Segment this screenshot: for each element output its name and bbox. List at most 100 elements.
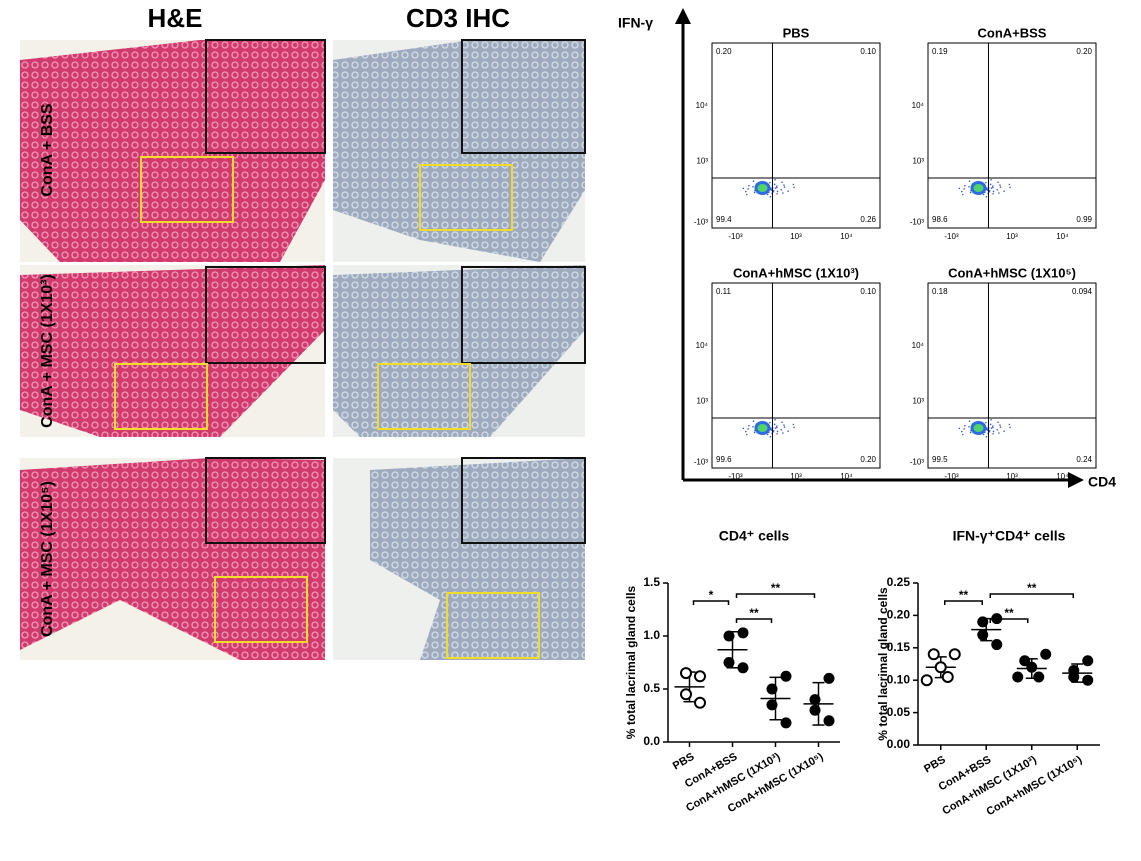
event-dot bbox=[776, 186, 778, 189]
event-dot bbox=[776, 425, 778, 427]
zoom-box bbox=[214, 576, 308, 643]
event-dot bbox=[776, 432, 778, 435]
event-dot bbox=[776, 185, 778, 187]
event-dot bbox=[999, 426, 1002, 428]
x-tick-label: -10³ bbox=[944, 472, 959, 481]
event-dot bbox=[744, 190, 747, 193]
inset bbox=[461, 457, 586, 544]
event-dot bbox=[745, 193, 748, 196]
event-dot bbox=[783, 424, 785, 426]
data-point bbox=[991, 639, 1003, 651]
event-dot bbox=[742, 427, 745, 430]
x-tick-label: 10⁴ bbox=[840, 472, 853, 481]
event-dot bbox=[792, 183, 795, 186]
event-dot bbox=[960, 190, 963, 193]
event-dot bbox=[999, 184, 1001, 186]
event-dot bbox=[783, 186, 786, 188]
row-label: ConA + MSC (1X10⁵) bbox=[39, 481, 56, 637]
event-dot bbox=[968, 420, 971, 423]
event-dot bbox=[969, 431, 972, 434]
event-dot bbox=[782, 432, 784, 434]
y-tick-label: 0.25 bbox=[887, 575, 911, 589]
y-tick-label: 10⁴ bbox=[696, 341, 709, 350]
event-dot bbox=[787, 430, 789, 432]
event-dot bbox=[753, 191, 756, 194]
event-dot bbox=[968, 186, 970, 188]
arrow-head bbox=[1068, 472, 1084, 488]
data-point bbox=[948, 648, 961, 661]
x-tick-label: -10³ bbox=[728, 232, 743, 241]
quadrant-percent: 0.19 bbox=[932, 47, 948, 56]
event-dot bbox=[782, 192, 784, 194]
event-dot bbox=[985, 196, 988, 198]
y-tick-label: 10³ bbox=[696, 397, 708, 406]
y-tick-label: -10³ bbox=[694, 218, 709, 227]
y-tick-label: -10³ bbox=[910, 458, 925, 467]
data-point bbox=[934, 661, 947, 674]
event-dot bbox=[990, 427, 993, 429]
event-dot bbox=[968, 426, 970, 428]
event-dot bbox=[990, 187, 993, 189]
y-tick-label: 10⁴ bbox=[696, 101, 709, 110]
y-tick-label: 1.0 bbox=[643, 628, 660, 642]
arrow-head bbox=[675, 8, 691, 24]
tissue bbox=[20, 40, 325, 262]
x-tick-label: 10³ bbox=[1006, 232, 1018, 241]
event-dot bbox=[989, 183, 992, 186]
data-point bbox=[680, 688, 692, 701]
data-point bbox=[823, 672, 835, 684]
event-dot bbox=[958, 187, 961, 190]
chart-title: CD4⁺ cells bbox=[719, 528, 790, 544]
event-dot bbox=[986, 427, 988, 429]
event-dot bbox=[998, 432, 1000, 434]
column-title: H&E bbox=[148, 3, 203, 33]
inset bbox=[461, 39, 586, 154]
event-dot bbox=[986, 187, 988, 189]
data-point bbox=[1026, 661, 1038, 673]
data-point bbox=[941, 670, 954, 683]
event-dot bbox=[774, 179, 776, 181]
y-tick-label: 0.05 bbox=[887, 705, 911, 719]
event-dot bbox=[964, 424, 966, 427]
y-tick-label: -10³ bbox=[910, 218, 925, 227]
event-dot bbox=[744, 430, 747, 433]
event-dot bbox=[990, 419, 992, 421]
event-dot bbox=[787, 190, 789, 192]
event-dot bbox=[783, 426, 786, 428]
tissue bbox=[333, 40, 585, 262]
data-point bbox=[927, 648, 940, 661]
tissue bbox=[370, 458, 585, 660]
event-dot bbox=[982, 193, 985, 196]
zoom-box bbox=[419, 164, 513, 231]
event-dot bbox=[781, 421, 783, 423]
event-dot bbox=[776, 426, 778, 429]
y-axis-label: % total lacrimal gland cells bbox=[624, 585, 638, 739]
x-tick-label: -10³ bbox=[944, 232, 959, 241]
y-tick-label: 10⁴ bbox=[912, 101, 925, 110]
zoom-box bbox=[114, 363, 208, 430]
event-dot bbox=[793, 186, 795, 189]
data-point bbox=[1082, 655, 1094, 667]
data-point bbox=[920, 674, 933, 687]
event-dot bbox=[766, 433, 769, 436]
event-dot bbox=[781, 181, 783, 183]
quadrant-percent: 0.10 bbox=[860, 287, 876, 296]
panel-title: ConA+hMSC (1X10³) bbox=[733, 265, 859, 280]
significance-bracket bbox=[944, 600, 983, 605]
y-tick-label: 0.15 bbox=[887, 640, 911, 654]
event-dot bbox=[960, 430, 963, 433]
event-dot bbox=[992, 430, 995, 433]
y-tick-label: 0.00 bbox=[887, 737, 911, 751]
event-dot bbox=[992, 185, 994, 187]
event-dot bbox=[996, 189, 999, 191]
significance-bracket bbox=[692, 600, 730, 605]
x-axis-label: CD4 bbox=[1088, 474, 1116, 490]
event-dot bbox=[793, 426, 795, 429]
event-dot bbox=[773, 423, 776, 426]
x-tick-label: 10⁴ bbox=[1056, 232, 1069, 241]
event-dot bbox=[773, 183, 776, 186]
significance-bracket bbox=[735, 618, 773, 623]
y-tick-label: 0.5 bbox=[643, 681, 660, 695]
event-dot bbox=[769, 436, 772, 438]
flow-axes bbox=[675, 8, 1084, 488]
